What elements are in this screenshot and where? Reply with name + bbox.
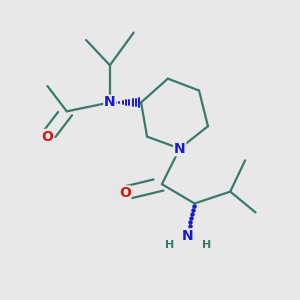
Text: H: H	[202, 239, 211, 250]
Text: N: N	[181, 229, 193, 243]
Text: O: O	[41, 130, 53, 144]
Text: N: N	[174, 142, 185, 155]
Text: N: N	[104, 95, 116, 110]
Text: H: H	[165, 239, 174, 250]
Text: O: O	[119, 186, 131, 200]
